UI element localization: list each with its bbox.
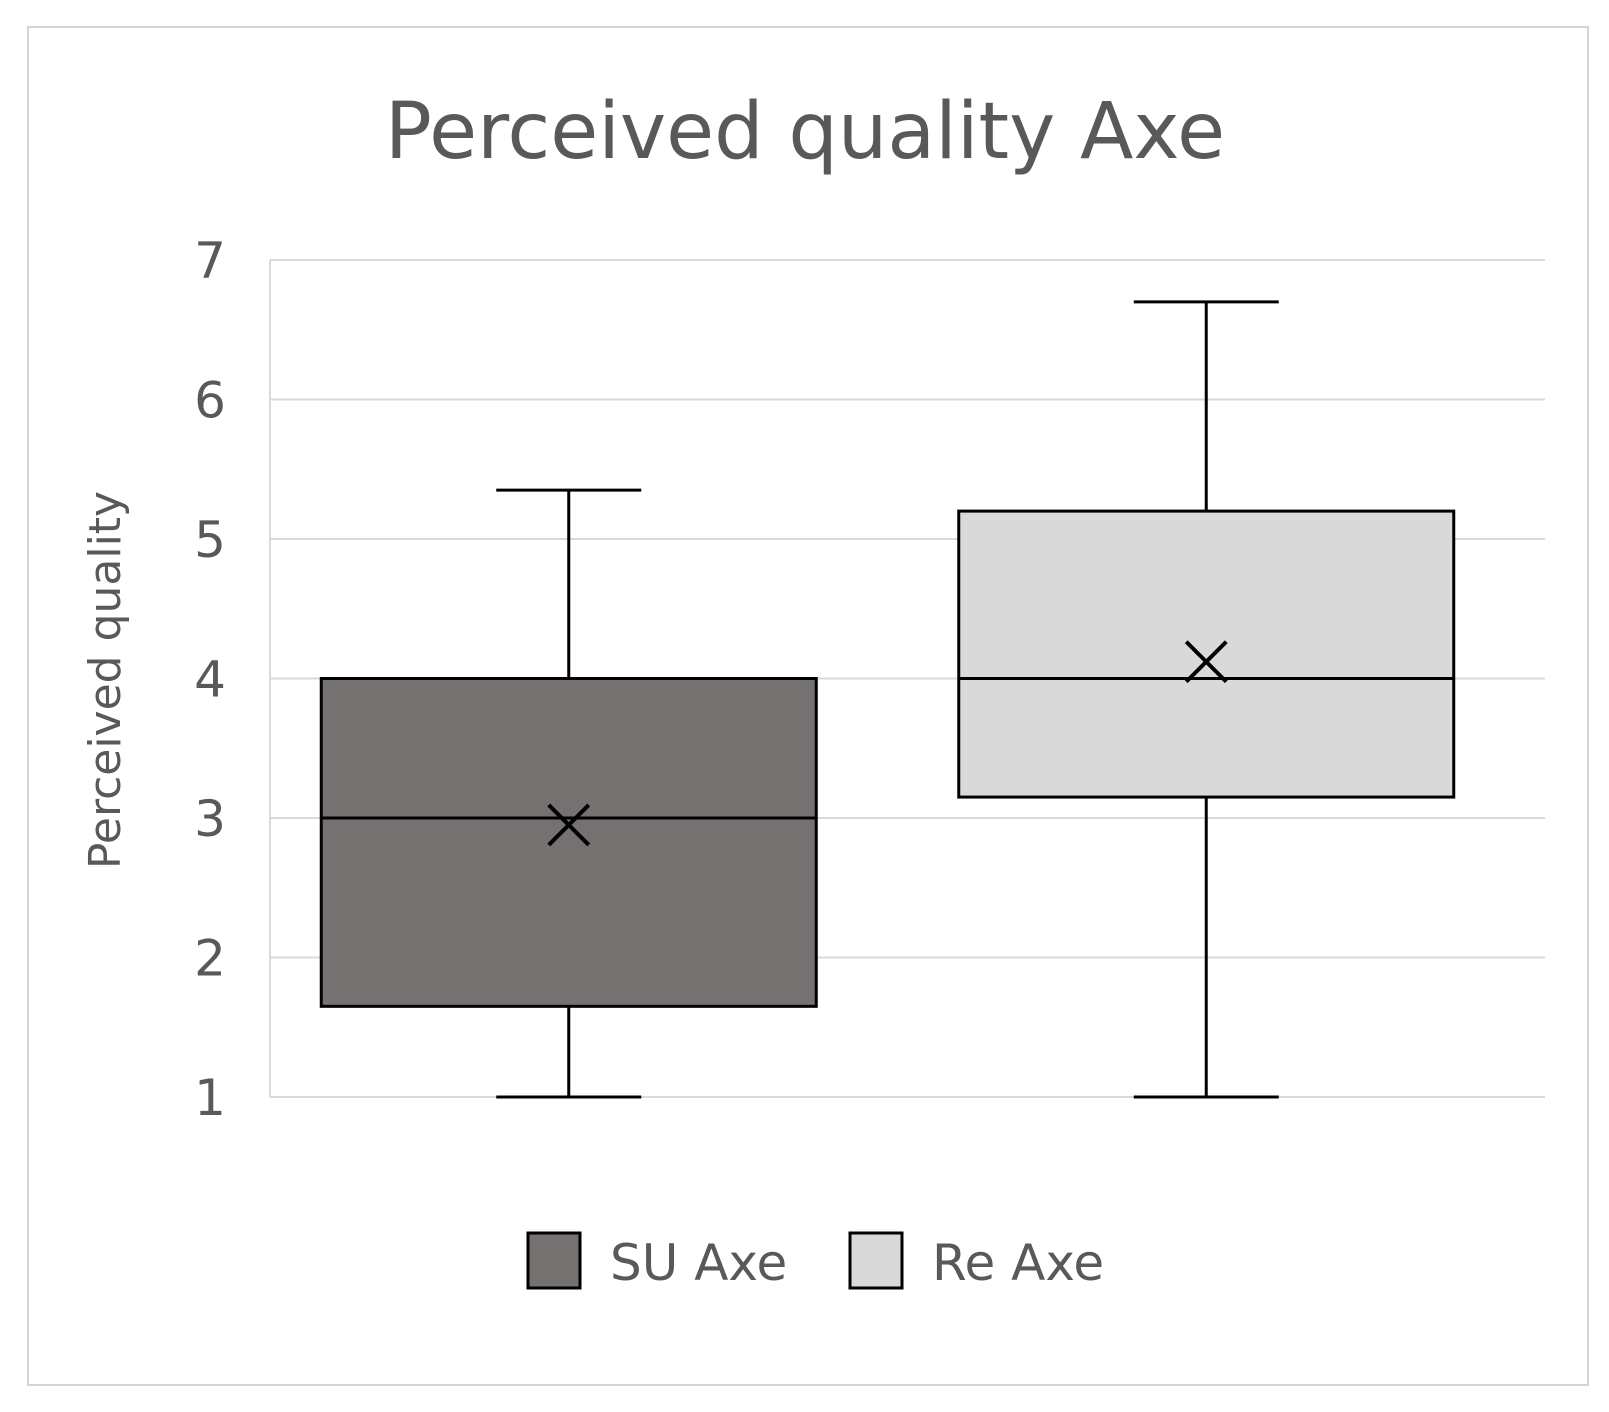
chart-title: Perceived quality Axe	[385, 87, 1225, 177]
legend-swatch	[526, 1231, 582, 1290]
y-tick-label: 1	[194, 1069, 226, 1127]
y-tick-label: 3	[194, 790, 226, 848]
y-tick-label: 6	[194, 372, 226, 430]
legend-swatch	[848, 1231, 904, 1290]
legend-label: Re Axe	[932, 1234, 1104, 1292]
y-tick-label: 7	[194, 232, 226, 290]
legend-item-0: SU Axe	[526, 1231, 787, 1292]
iqr-box	[957, 509, 1456, 799]
y-axis-label: Perceived quality	[80, 491, 131, 869]
y-tick-label: 5	[194, 511, 226, 569]
box-0	[319, 488, 818, 1099]
legend: SU Axe Re Axe	[526, 1231, 1104, 1292]
y-tick-label: 4	[194, 651, 226, 709]
box-1	[957, 300, 1456, 1099]
box-series	[319, 300, 1456, 1099]
legend-label: SU Axe	[610, 1234, 787, 1292]
iqr-box	[319, 677, 818, 1008]
y-tick-label: 2	[194, 930, 226, 988]
y-axis-ticks: 1 2 3 4 5 6 7	[194, 232, 226, 1127]
mean-marker	[547, 803, 591, 847]
legend-item-1: Re Axe	[848, 1231, 1104, 1292]
mean-marker	[1184, 640, 1228, 684]
